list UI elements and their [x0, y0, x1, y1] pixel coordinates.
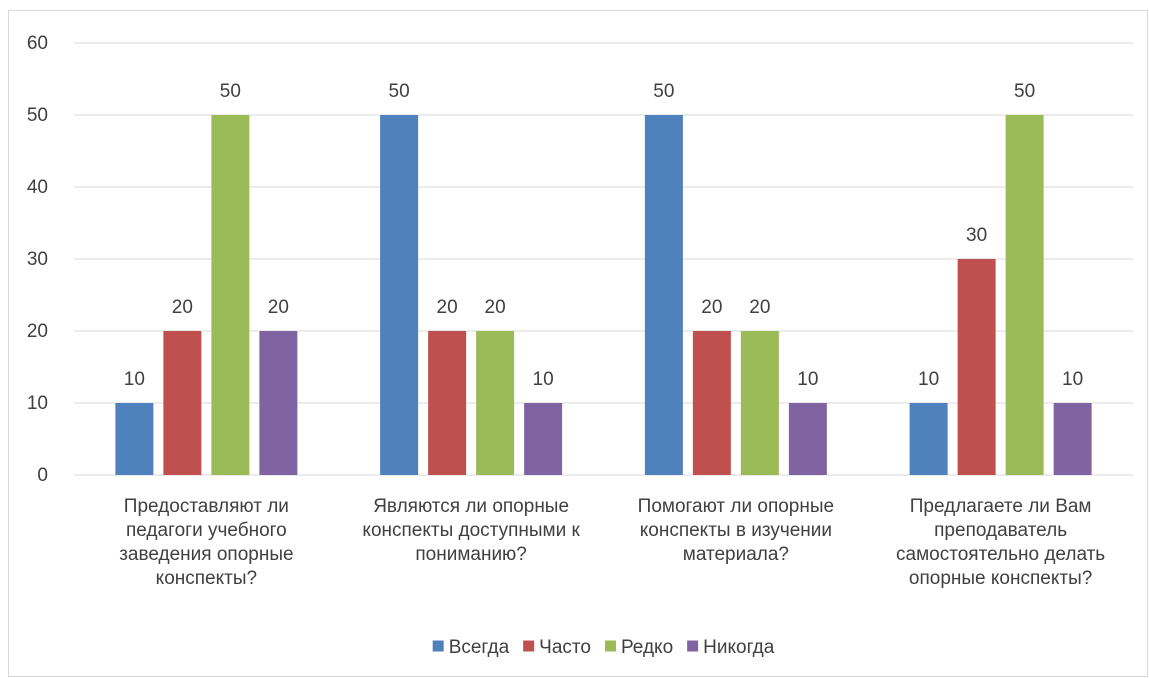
data-label: 20: [268, 297, 289, 318]
legend-swatch: [687, 640, 699, 652]
category-label: преподаватель: [934, 520, 1067, 541]
bar-Часто: [428, 331, 467, 475]
data-label: 50: [653, 81, 674, 102]
data-label: 30: [966, 225, 987, 246]
bar-Редко: [476, 331, 515, 475]
category-label: конспекты доступными к: [362, 520, 580, 541]
legend-label: Никогда: [703, 637, 775, 658]
category-label: пониманию?: [415, 544, 527, 565]
y-tick-label: 50: [27, 105, 48, 126]
data-label: 20: [749, 297, 770, 318]
category-label: материала?: [683, 544, 789, 565]
bar-Никогда: [788, 403, 827, 475]
data-label: 10: [124, 369, 145, 390]
y-tick-label: 60: [27, 33, 48, 54]
y-tick-label: 30: [27, 249, 48, 270]
y-tick-label: 40: [27, 177, 48, 198]
bar-Никогда: [524, 403, 563, 475]
bar-Никогда: [259, 331, 298, 475]
category-label: конспекты?: [156, 568, 257, 589]
y-tick-label: 0: [37, 465, 48, 486]
data-label: 50: [1014, 81, 1035, 102]
bar-Никогда: [1053, 403, 1092, 475]
legend-swatch: [432, 640, 444, 652]
data-label: 20: [701, 297, 722, 318]
category-label: педагоги учебного: [126, 520, 287, 541]
data-label: 10: [1062, 369, 1083, 390]
bar-Часто: [692, 331, 731, 475]
data-label: 20: [437, 297, 458, 318]
data-label: 50: [220, 81, 241, 102]
data-label: 50: [389, 81, 410, 102]
bar-Часто: [163, 331, 202, 475]
bar-Всегда: [115, 403, 154, 475]
bar-Редко: [1005, 115, 1044, 475]
category-label: Являются ли опорные: [373, 496, 569, 517]
chart-frame: [8, 10, 1148, 677]
legend-label: Часто: [539, 637, 591, 658]
y-tick-label: 20: [27, 321, 48, 342]
category-label: Предлагаете ли Вам: [910, 496, 1092, 517]
category-label: опорные конспекты?: [909, 568, 1092, 589]
data-label: 20: [172, 297, 193, 318]
bar-Редко: [211, 115, 250, 475]
data-label: 10: [918, 369, 939, 390]
category-label: Помогают ли опорные: [638, 496, 834, 517]
category-label: конспекты в изучении: [640, 520, 832, 541]
category-label: заведения опорные: [119, 544, 293, 565]
y-tick-label: 10: [27, 393, 48, 414]
legend-swatch: [604, 640, 616, 652]
legend-label: Редко: [621, 637, 673, 658]
data-label: 10: [533, 369, 554, 390]
legend-label: Всегда: [449, 637, 510, 658]
data-label: 20: [485, 297, 506, 318]
bar-Всегда: [644, 115, 683, 475]
bar-Часто: [957, 259, 996, 475]
bar-Редко: [740, 331, 779, 475]
category-label: самостоятельно делать: [896, 544, 1105, 565]
bar-Всегда: [909, 403, 948, 475]
bar-Всегда: [380, 115, 419, 475]
category-label: Предоставляют ли: [124, 496, 289, 517]
data-label: 10: [797, 369, 818, 390]
legend-swatch: [523, 640, 535, 652]
